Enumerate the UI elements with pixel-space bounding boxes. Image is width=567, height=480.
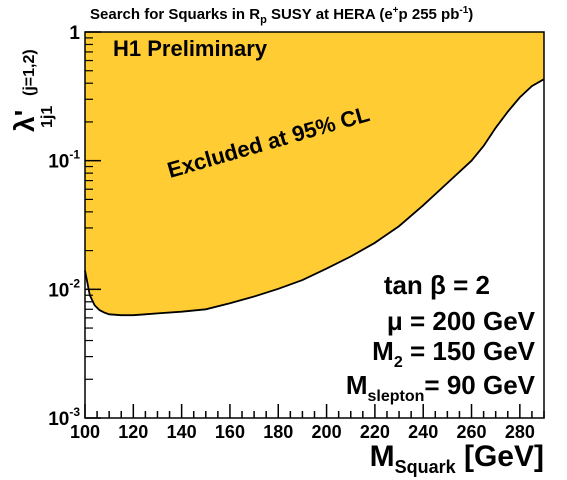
y-axis-label: λ' 1j1 (j=1,2) — [9, 49, 56, 132]
plot-area — [84, 32, 545, 317]
param-tanbeta: tan β = 2 — [384, 270, 490, 300]
y-tick-label: 10-2 — [48, 276, 80, 301]
param-mu: μ = 200 GeV — [387, 306, 536, 336]
param-m2: M2 = 150 GeV — [372, 336, 535, 371]
x-tick-label: 260 — [457, 422, 487, 442]
svg-text:1j1: 1j1 — [39, 106, 56, 128]
x-axis-label: MSquark [GeV] — [370, 440, 544, 477]
x-tick-label: 220 — [360, 422, 390, 442]
svg-text:λ': λ' — [9, 110, 40, 132]
exclusion-limit-line — [84, 78, 545, 317]
chart-title: Search for Squarks in Rp SUSY at HERA (e… — [90, 5, 473, 26]
prelim-label: H1 Preliminary — [113, 36, 268, 61]
y-tick-label: 10-3 — [48, 405, 80, 430]
svg-text:(j=1,2): (j=1,2) — [21, 49, 38, 96]
x-tick-label: 100 — [70, 422, 100, 442]
x-tick-label: 280 — [505, 422, 535, 442]
x-tick-label: 240 — [408, 422, 438, 442]
y-tick-label: 10-1 — [48, 148, 80, 173]
axes: 100 120 140 160 180 200 220 240 260 280 10-3 10-2 10… — [48, 23, 545, 442]
excluded-region — [85, 32, 544, 316]
y-tick-label: 1 — [69, 23, 80, 44]
x-tick-label: 200 — [312, 422, 342, 442]
x-tick-label: 140 — [167, 422, 197, 442]
x-tick-label: 120 — [118, 422, 148, 442]
x-tick-label: 160 — [215, 422, 245, 442]
param-mslepton: Mslepton= 90 GeV — [346, 370, 536, 405]
x-tick-label: 180 — [263, 422, 293, 442]
